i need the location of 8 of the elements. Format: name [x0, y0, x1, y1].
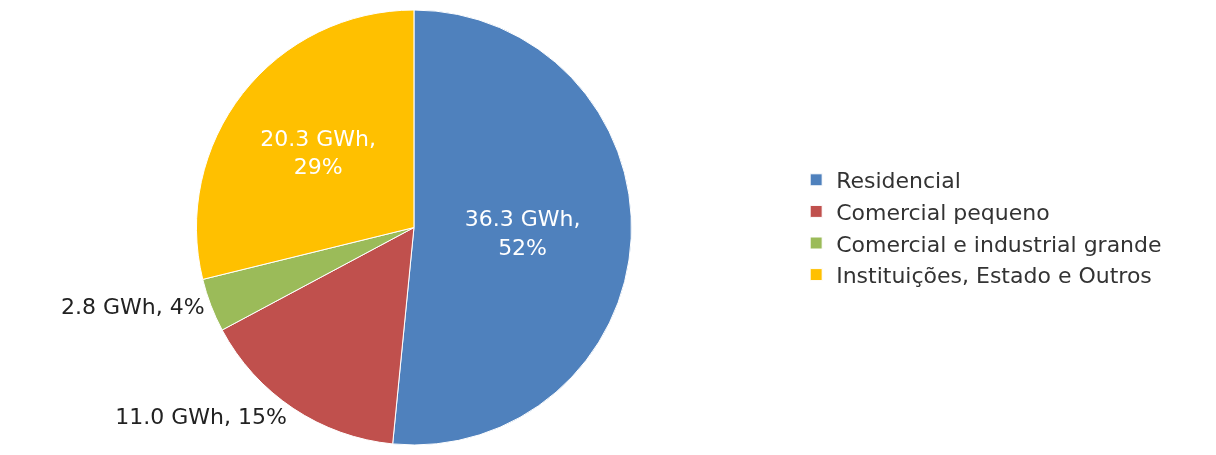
data-label: 2.8 GWh, 4%: [60, 294, 205, 320]
data-label: 36.3 GWh, 52%: [464, 206, 581, 260]
legend-label: Instituições, Estado e Outros: [836, 263, 1152, 289]
legend-label: Comercial e industrial grande: [836, 231, 1162, 257]
legend-label: Residencial: [836, 168, 961, 194]
legend-label: Comercial pequeno: [836, 199, 1050, 225]
data-label: 11.0 GWh, 15%: [115, 404, 287, 430]
data-label: 20.3 GWh, 29%: [260, 125, 377, 180]
